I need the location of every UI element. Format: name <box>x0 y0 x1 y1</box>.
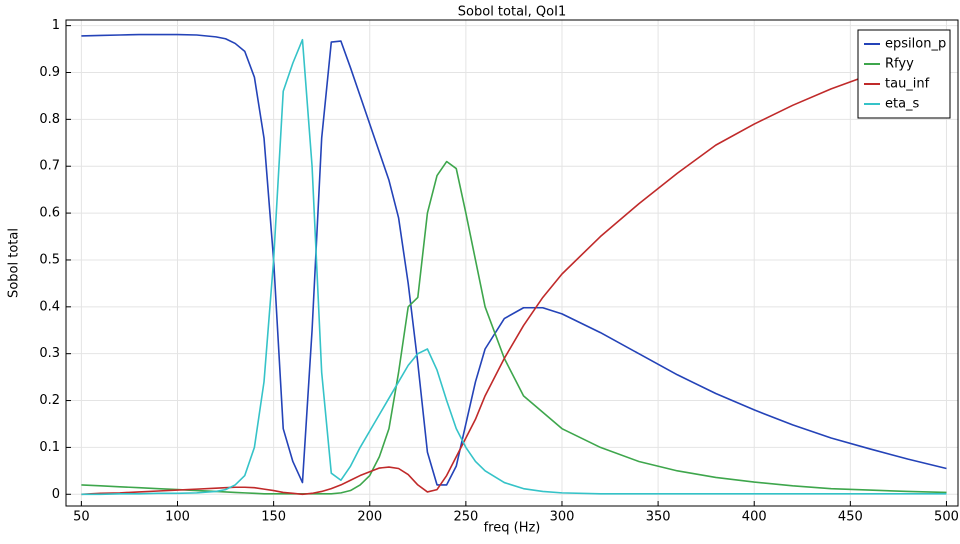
x-tick-label: 100 <box>165 510 190 525</box>
legend-label: epsilon_p <box>885 37 946 52</box>
x-tick-label: 250 <box>453 510 478 525</box>
y-tick-label: 0 <box>52 487 60 502</box>
x-tick-label: 200 <box>357 510 382 525</box>
series-line <box>81 38 947 496</box>
plot-frame <box>65 19 959 507</box>
legend-label: eta_s <box>885 97 920 112</box>
y-tick-label: 0.3 <box>39 346 60 361</box>
x-axis-label: freq (Hz) <box>484 521 541 536</box>
y-tick-label: 1 <box>52 18 60 33</box>
plot-area <box>66 20 958 506</box>
y-tick-label: 0.5 <box>39 252 60 267</box>
x-tick-label: 400 <box>742 510 767 525</box>
y-tick-label: 0.1 <box>39 440 60 455</box>
x-tick-label: 300 <box>550 510 575 525</box>
y-tick-label: 0.6 <box>39 206 60 221</box>
x-tick-label: 500 <box>934 510 959 525</box>
x-tick-label: 450 <box>838 510 863 525</box>
x-tick-label: 150 <box>261 510 286 525</box>
y-tick-label: 0.4 <box>39 299 60 314</box>
x-tick-label: 350 <box>646 510 671 525</box>
x-tick-label: 50 <box>73 510 90 525</box>
legend: epsilon_p Rfyy tau_inf eta_s <box>857 29 951 119</box>
series-line <box>81 33 947 486</box>
y-tick-label: 0.7 <box>39 159 60 174</box>
chart-title: Sobol total, QoI1 <box>458 5 566 20</box>
y-tick-label: 0.2 <box>39 393 60 408</box>
legend-label: tau_inf <box>885 77 930 92</box>
series-line <box>81 160 947 495</box>
y-axis-label: Sobol total <box>7 228 22 298</box>
y-tick-label: 0.9 <box>39 65 60 80</box>
series-line <box>81 50 947 496</box>
y-tick-label: 0.8 <box>39 112 60 127</box>
legend-label: Rfyy <box>885 57 914 72</box>
